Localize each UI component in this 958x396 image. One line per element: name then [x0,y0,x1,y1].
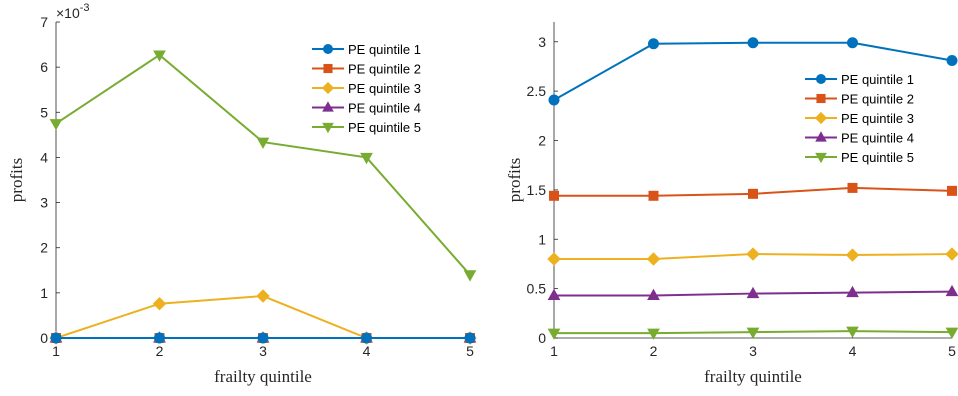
x-tick-label: 4 [363,343,371,359]
chart-2: 1 2 3 4 5 0 0.5 1 1.5 2 2.5 3 frailty quintile profit… [505,22,958,386]
series-3 [547,247,958,266]
series-5 [49,50,477,282]
data-point [361,332,372,344]
data-point [549,190,559,201]
x-axis-label: frailty quintile [214,367,312,386]
y-tick-label: 5 [40,104,48,120]
legend-label: PE quintile 4 [841,131,914,146]
legend-marker [322,122,334,134]
data-point [547,328,561,340]
y-tick-label: 1.5 [527,182,547,198]
data-point [945,327,958,339]
data-point [846,326,859,338]
x-tick-label: 1 [550,343,558,359]
data-point [846,285,859,298]
series-1 [50,332,476,344]
legend-marker [814,111,828,125]
data-point [463,270,477,282]
y-tick-label: 7 [40,14,48,30]
legend-marker [322,101,334,112]
data-point [647,288,660,301]
y-tick-label: 1 [538,231,546,247]
data-point [648,190,659,201]
data-point [647,328,660,340]
x-tick-label: 3 [749,343,757,359]
legend-marker [815,152,827,164]
data-point [547,252,561,266]
series-1 [548,37,958,106]
series-4 [547,284,958,301]
y-tick-label: 0.5 [527,281,547,297]
y-exponent-label: ×10-3 [56,2,90,21]
legend-marker [816,74,826,84]
data-point [748,188,758,199]
data-point [847,182,858,193]
data-point [847,37,858,49]
data-point [154,332,165,344]
series-5 [547,326,958,340]
data-point [548,94,560,106]
legend-marker [323,63,333,74]
legend: PE quintile 1 PE quintile 2 PE quintile 3 P… [308,40,471,138]
y-tick-label: 3 [538,34,546,50]
legend-label: PE quintile 2 [348,62,421,77]
x-axis-label: frailty quintile [704,367,802,386]
data-point [845,248,860,262]
data-point [256,137,270,149]
x-tick-label: 4 [849,343,857,359]
y-axis-label: profits [505,158,524,202]
legend-label: PE quintile 2 [841,92,914,107]
data-point [945,284,958,297]
data-point [946,55,958,67]
data-point [746,286,760,299]
y-tick-label: 1 [40,285,48,301]
data-point [50,332,62,344]
legend-label: PE quintile 3 [841,111,914,126]
legend-label: PE quintile 1 [841,72,914,87]
y-tick-label: 0 [538,330,546,346]
data-point [947,185,957,196]
legend-marker [323,44,333,54]
legend-label: PE quintile 1 [348,42,421,57]
data-point [746,327,760,339]
x-tick-label: 3 [259,343,267,359]
y-axis-label: profits [7,158,26,202]
x-tick-label: 5 [948,343,956,359]
legend-label: PE quintile 5 [348,120,421,135]
x-tick-label: 5 [466,343,474,359]
legend-marker [815,131,827,142]
y-tick-label: 4 [40,149,48,165]
data-point [464,332,476,344]
legend-marker [816,93,826,104]
x-tick-label: 1 [52,343,60,359]
data-point [747,37,759,49]
y-tick-label: 6 [40,59,48,75]
data-point [945,247,958,261]
y-tick-label: 2.5 [527,83,547,99]
legend-label: PE quintile 3 [348,81,421,96]
data-point [746,247,760,261]
y-tick-label: 3 [40,195,48,211]
legend-label: PE quintile 5 [841,150,914,165]
x-tick-label: 2 [650,343,658,359]
y-tick-label: 2 [40,240,48,256]
data-point [547,288,561,301]
data-point [646,252,661,266]
y-tick-label: 0 [40,330,48,346]
data-point [257,332,269,344]
series-2 [549,182,957,201]
legend-label: PE quintile 4 [348,101,421,116]
data-point [49,119,63,131]
data-point [256,289,270,303]
data-point [153,50,166,62]
data-point [648,38,659,50]
legend: PE quintile 1 PE quintile 2 PE quintile 3 P… [801,70,937,168]
data-point [152,296,167,311]
legend-marker [321,81,335,95]
data-point [360,152,373,165]
x-tick-label: 2 [156,343,164,359]
y-tick-label: 2 [538,133,546,149]
